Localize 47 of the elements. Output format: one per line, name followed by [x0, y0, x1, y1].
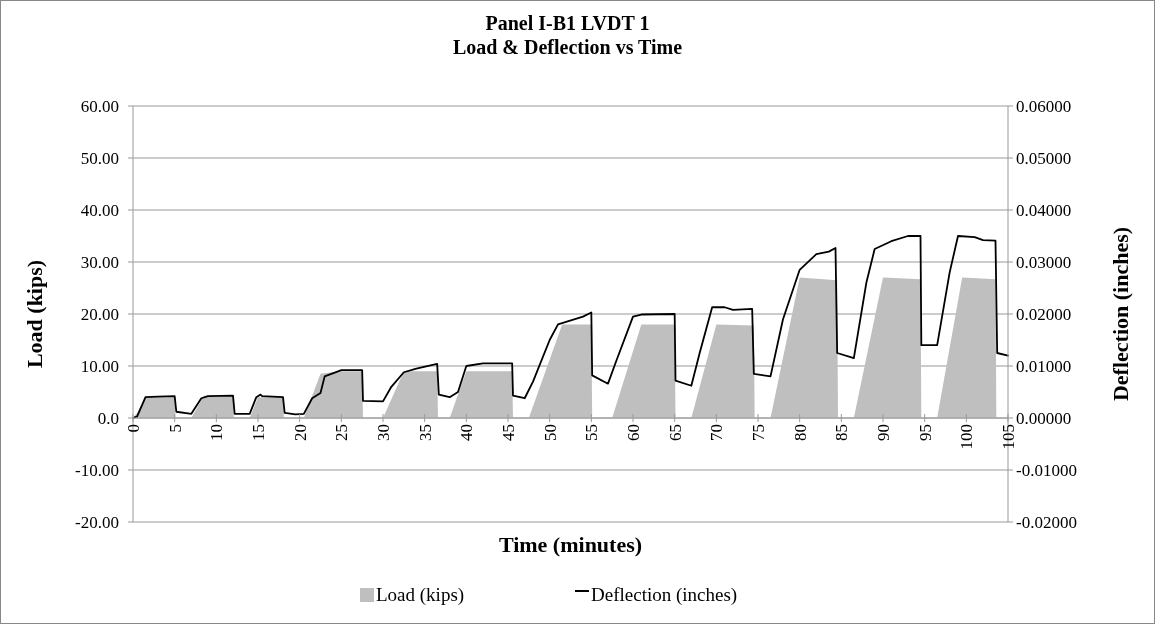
- y-tick-label: 30.00: [80, 252, 119, 272]
- y2-tick-label: 0.06000: [1016, 96, 1072, 116]
- x-tick-label: 20: [290, 424, 310, 441]
- x-tick-label: 35: [415, 424, 435, 441]
- x-tick-label: 75: [748, 424, 768, 441]
- y2-tick-label: -0.01000: [1016, 460, 1077, 480]
- y-tick-label: 60.00: [80, 96, 119, 116]
- x-tick-label: 5: [165, 424, 185, 433]
- y-tick-label: 0.0: [97, 408, 119, 428]
- x-tick-label: 90: [873, 424, 893, 441]
- y2-tick-label: 0.01000: [1016, 356, 1072, 376]
- x-tick-label: 0: [123, 424, 143, 433]
- x-tick-label: 50: [540, 424, 560, 441]
- legend-label: Load (kips): [376, 583, 465, 606]
- x-tick-label: 95: [915, 424, 935, 441]
- x-tick-label: 15: [248, 424, 268, 441]
- y2-axis-title: Deflection (inches): [1108, 226, 1133, 402]
- chart-title: Panel I-B1 LVDT 1: [485, 12, 650, 34]
- x-tick-label: 70: [707, 424, 727, 441]
- y2-tick-label: -0.02000: [1016, 512, 1077, 532]
- x-tick-label: 40: [457, 424, 477, 441]
- x-tick-label: 105: [998, 424, 1018, 450]
- chart-subtitle: Load & Deflection vs Time: [452, 36, 683, 58]
- y2-tick-label: 0.02000: [1016, 304, 1072, 324]
- x-tick-label: 55: [582, 424, 602, 441]
- y-tick-label: 40.00: [80, 200, 119, 220]
- y-tick-label: -10.00: [75, 460, 119, 480]
- x-tick-label: 65: [665, 424, 685, 441]
- y-axis-title: Load (kips): [22, 259, 47, 369]
- y-tick-label: 10.00: [80, 356, 119, 376]
- x-tick-label: 25: [332, 424, 352, 441]
- x-tick-label: 100: [957, 424, 977, 450]
- y2-tick-label: 0.03000: [1016, 252, 1072, 272]
- x-axis-title: Time (minutes): [498, 532, 643, 557]
- x-tick-label: 80: [790, 424, 810, 441]
- y2-tick-label: 0.04000: [1016, 200, 1072, 220]
- legend-label: Deflection (inches): [591, 583, 738, 606]
- x-tick-label: 45: [498, 424, 518, 441]
- y2-tick-label: 0.00000: [1016, 408, 1072, 428]
- x-tick-label: 85: [832, 424, 852, 441]
- x-tick-label: 10: [207, 424, 227, 441]
- y-tick-label: -20.00: [75, 512, 119, 532]
- y-tick-label: 50.00: [80, 148, 119, 168]
- x-tick-label: 60: [623, 424, 643, 441]
- y2-tick-label: 0.05000: [1016, 148, 1072, 168]
- x-tick-label: 30: [373, 424, 393, 441]
- y-tick-label: 20.00: [80, 304, 119, 324]
